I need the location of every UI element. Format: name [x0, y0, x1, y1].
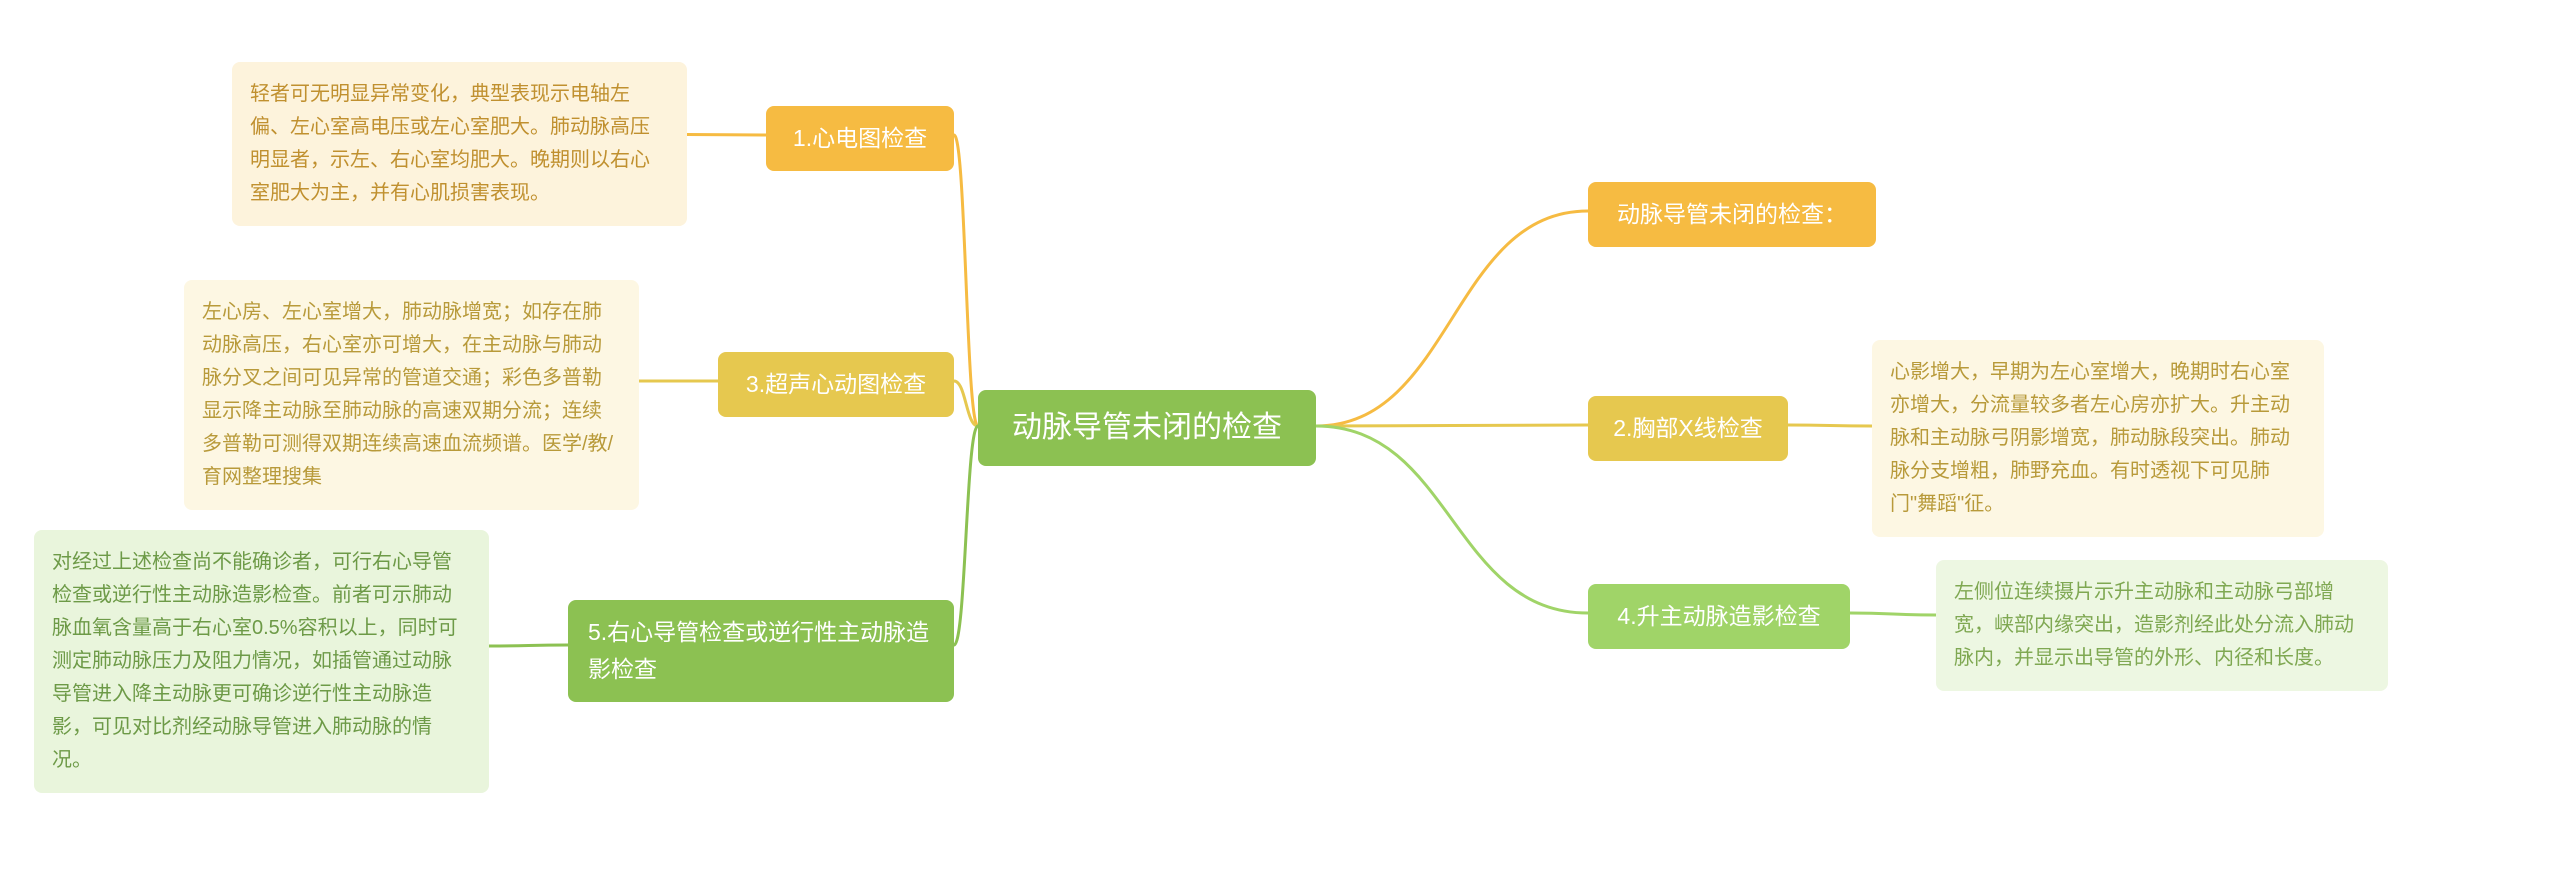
center-node: 动脉导管未闭的检查: [978, 390, 1316, 466]
left-desc-2: 对经过上述检查尚不能确诊者，可行右心导管检查或逆行性主动脉造影检查。前者可示肺动…: [34, 530, 489, 793]
connector: [954, 381, 978, 426]
connector: [687, 135, 766, 136]
left-desc-0: 轻者可无明显异常变化，典型表现示电轴左偏、左心室高电压或左心室肥大。肺动脉高压明…: [232, 62, 687, 226]
right-desc-1: 心影增大，早期为左心室增大，晚期时右心室亦增大，分流量较多者左心房亦扩大。升主动…: [1872, 340, 2324, 537]
right-desc-2: 左侧位连续摄片示升主动脉和主动脉弓部增宽，峡部内缘突出，造影剂经此处分流入肺动脉…: [1936, 560, 2388, 691]
connector: [1316, 425, 1588, 426]
connector: [489, 645, 568, 646]
connector: [1788, 425, 1872, 426]
left-branch-1: 3.超声心动图检查: [718, 352, 954, 417]
left-branch-0: 1.心电图检查: [766, 106, 954, 171]
connector: [954, 426, 978, 645]
right-branch-2: 4.升主动脉造影检查: [1588, 584, 1850, 649]
connector: [1316, 211, 1588, 426]
mindmap-canvas: 动脉导管未闭的检查 动脉导管未闭的检查： 2.胸部X线检查 心影增大，早期为左心室增大…: [0, 0, 2560, 885]
right-branch-1: 2.胸部X线检查: [1588, 396, 1788, 461]
connector: [1316, 426, 1588, 613]
left-branch-2: 5.右心导管检查或逆行性主动脉造影检查: [568, 600, 954, 702]
connector: [954, 135, 978, 426]
connector: [1850, 613, 1936, 615]
right-branch-0: 动脉导管未闭的检查：: [1588, 182, 1876, 247]
left-desc-1: 左心房、左心室增大，肺动脉增宽；如存在肺动脉高压，右心室亦可增大，在主动脉与肺动…: [184, 280, 639, 510]
